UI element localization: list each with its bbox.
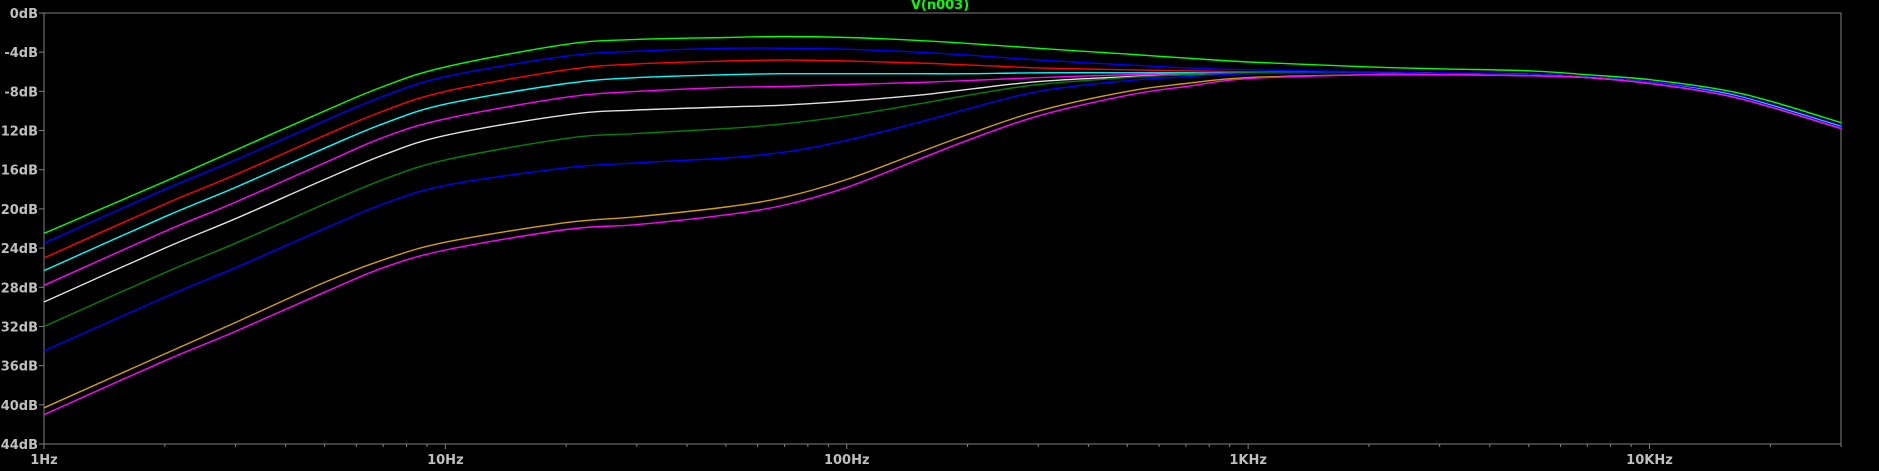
y-tick-label-5: -20dB bbox=[0, 203, 38, 218]
trace-step-5[interactable] bbox=[43, 71, 1842, 286]
y-tick-label-2: -8dB bbox=[4, 85, 38, 100]
y-tick-label-8: -32dB bbox=[0, 320, 38, 335]
y-tick-label-6: -24dB bbox=[0, 242, 38, 257]
trace-step-10[interactable] bbox=[43, 73, 1842, 416]
x-axis: 1Hz 10Hz 100Hz 1KHz 10KHz bbox=[30, 444, 1842, 468]
y-tick-label-3: -12dB bbox=[0, 125, 38, 140]
trace-step-6[interactable] bbox=[43, 71, 1842, 303]
x-tick-label-1: 10Hz bbox=[427, 453, 464, 468]
y-tick-label-9: -36dB bbox=[0, 360, 38, 375]
y-tick-label-1: -4dB bbox=[4, 46, 38, 61]
plot-area-frame bbox=[43, 12, 1842, 445]
y-tick-label-10: -40dB bbox=[0, 399, 38, 414]
y-tick-label-4: -16dB bbox=[0, 164, 38, 179]
y-tick-label-7: -28dB bbox=[0, 281, 38, 296]
x-tick-label-4: 10KHz bbox=[1626, 453, 1673, 468]
y-axis: 0dB -4dB -8dB -12dB -16dB -20dB -24dB -28dB -32d… bbox=[0, 7, 44, 453]
trace-step-7[interactable] bbox=[43, 71, 1842, 328]
trace-step-1[interactable] bbox=[43, 35, 1842, 235]
trace-step-9[interactable] bbox=[43, 73, 1842, 409]
trace-step-2[interactable] bbox=[43, 47, 1842, 244]
x-tick-label-2: 100Hz bbox=[824, 453, 870, 468]
trace-step-4[interactable] bbox=[43, 72, 1842, 272]
trace-step-8[interactable] bbox=[43, 72, 1842, 352]
x-tick-label-3: 1KHz bbox=[1229, 453, 1267, 468]
traces bbox=[43, 35, 1842, 416]
trace-step-3[interactable] bbox=[43, 59, 1842, 259]
y-tick-label-11: -44dB bbox=[0, 438, 38, 453]
trace-label-v-n003[interactable]: V(n003) bbox=[911, 0, 969, 13]
x-tick-label-0: 1Hz bbox=[30, 453, 58, 468]
y-tick-label-0: 0dB bbox=[10, 7, 38, 22]
